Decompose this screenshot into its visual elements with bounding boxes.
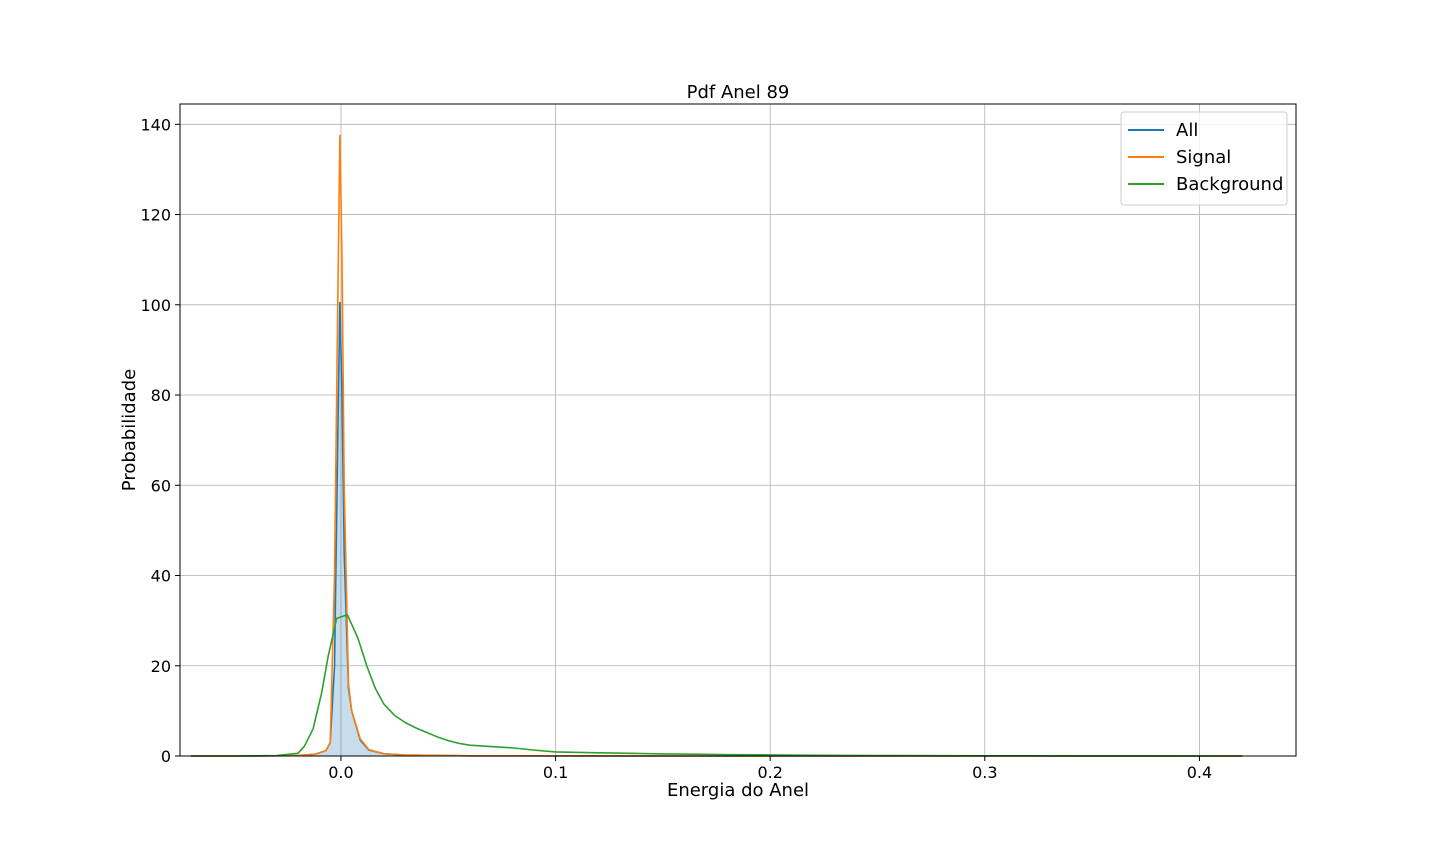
legend-box <box>1120 111 1288 206</box>
y-tick-label: 40 <box>151 567 171 586</box>
x-axis-title: Energia do Anel <box>667 780 809 801</box>
x-tick-label: 0.4 <box>1187 763 1212 782</box>
legend: All Signal Background <box>1120 111 1288 206</box>
y-tick-label: 120 <box>140 206 171 225</box>
y-tick-label: 100 <box>140 296 171 315</box>
y-tick-label: 80 <box>151 386 171 405</box>
y-tick-label: 60 <box>151 476 171 495</box>
chart-title: Pdf Anel 89 <box>687 82 790 103</box>
y-tick-label: 140 <box>140 115 171 134</box>
ticks: 0.0 0.1 0.2 0.3 0.4 0 20 40 60 80 100 120 140 <box>140 115 1212 782</box>
legend-label-all: All <box>1176 120 1198 141</box>
x-tick-label: 0.1 <box>543 763 568 782</box>
y-tick-label: 0 <box>161 747 171 766</box>
y-tick-label: 20 <box>151 657 171 676</box>
x-tick-label: 0.3 <box>972 763 997 782</box>
legend-label-signal: Signal <box>1176 147 1231 168</box>
grid <box>180 104 1296 757</box>
legend-items: All Signal Background <box>1128 120 1283 195</box>
legend-label-background: Background <box>1176 174 1283 195</box>
x-tick-label: 0.0 <box>328 763 353 782</box>
series-line-background <box>190 613 1243 757</box>
plot-frame <box>179 103 1297 757</box>
y-axis-title: Probabilidade <box>119 369 140 491</box>
x-tick-label: 0.2 <box>757 763 782 782</box>
